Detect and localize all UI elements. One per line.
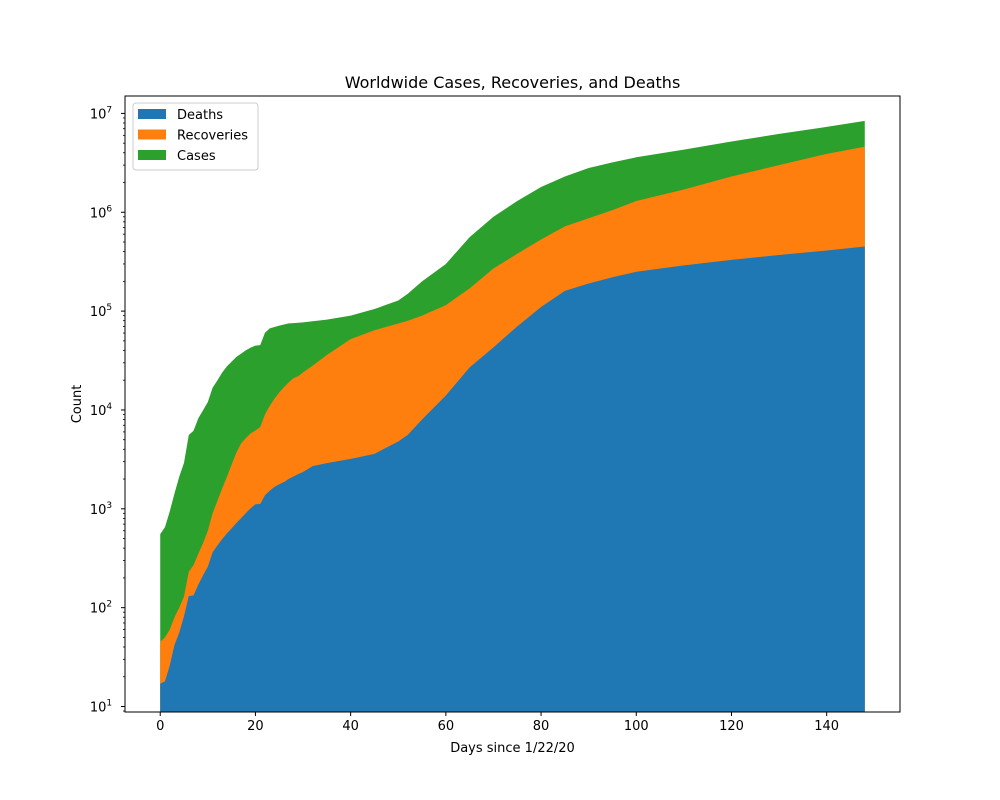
x-tick-label: 20 xyxy=(247,719,264,734)
y-tick-label: 106 xyxy=(90,204,113,221)
y-tick-label: 104 xyxy=(90,402,113,419)
legend-label-recoveries: Recoveries xyxy=(177,129,248,144)
x-tick-label: 100 xyxy=(624,719,649,734)
area-deaths xyxy=(160,246,865,713)
plot-frame xyxy=(124,95,901,713)
legend-swatch-deaths xyxy=(138,109,166,119)
y-tick-label: 105 xyxy=(90,303,112,320)
x-tick-label: 120 xyxy=(719,719,744,734)
x-tick-label: 140 xyxy=(814,719,839,734)
legend: Deaths Recoveries Cases xyxy=(132,102,259,171)
x-axis-label: Days since 1/22/20 xyxy=(450,741,575,756)
y-axis-label: Count xyxy=(70,385,85,424)
x-tick-label: 60 xyxy=(438,719,455,734)
legend-label-cases: Cases xyxy=(177,149,216,164)
legend-swatch-cases xyxy=(138,150,166,160)
x-tick-label: 80 xyxy=(533,719,550,734)
x-axis: 0 20 40 60 80 100 120 140 xyxy=(156,712,839,734)
y-tick-label: 107 xyxy=(90,105,112,122)
y-axis: 101 102 103 104 105 106 107 xyxy=(90,105,125,716)
x-tick-label: 0 xyxy=(156,719,164,734)
x-tick-label: 40 xyxy=(342,719,359,734)
y-tick-label: 102 xyxy=(90,600,112,617)
y-tick-label: 103 xyxy=(90,501,112,518)
chart-title: Worldwide Cases, Recoveries, and Deaths xyxy=(345,73,681,92)
legend-label-deaths: Deaths xyxy=(177,108,223,123)
y-tick-label: 101 xyxy=(90,699,112,716)
legend-swatch-recoveries xyxy=(138,129,166,140)
areas-layer xyxy=(160,120,865,713)
